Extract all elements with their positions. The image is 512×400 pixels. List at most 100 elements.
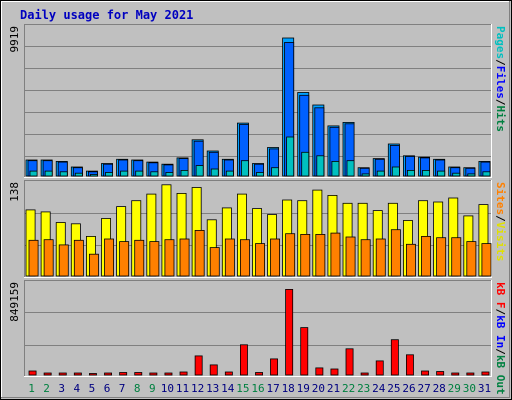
legend-entry: /: [494, 215, 507, 222]
day-label: 5: [89, 382, 96, 395]
bar-sites: [315, 233, 326, 277]
bar-sites: [119, 241, 130, 277]
day-label: 27: [417, 382, 430, 395]
bar-sites: [43, 239, 54, 277]
day-label: 18: [282, 382, 295, 395]
legend-entry: Pages: [494, 26, 507, 59]
bar-sites: [73, 239, 84, 277]
bar-kb-f: [43, 372, 52, 376]
bar-kb-f: [390, 339, 399, 376]
bar-pages: [406, 169, 415, 177]
bar-sites: [224, 238, 235, 277]
bar-sites: [421, 235, 432, 277]
day-label: 20: [312, 382, 325, 395]
bar-kb-f: [285, 288, 294, 376]
bar-pages: [467, 173, 476, 177]
bar-kb-f: [421, 370, 429, 376]
bar-sites: [255, 243, 266, 277]
bar-pages: [135, 170, 144, 177]
bar-kb-f: [375, 360, 384, 376]
side-legend: Pages/Files/Hits: [494, 26, 507, 132]
bar-kb-f: [89, 373, 97, 376]
bar-pages: [29, 170, 38, 177]
bar-pages: [376, 170, 385, 177]
bar-kb-f: [149, 372, 158, 376]
day-label: 25: [387, 382, 400, 395]
bar-sites: [209, 247, 220, 277]
bar-sites: [300, 233, 311, 277]
plot-area: [24, 24, 492, 178]
chart-title: Daily usage for May 2021: [20, 8, 193, 22]
bar-sites: [194, 229, 205, 277]
max-value-label: 9919: [8, 26, 21, 53]
day-label: 22: [342, 382, 355, 395]
bar-sites: [58, 244, 69, 277]
bar-sites: [481, 243, 492, 277]
legend-entry: kB In: [494, 315, 507, 348]
day-label: 1: [28, 382, 35, 395]
bar-sites: [179, 238, 190, 277]
bar-kb-f: [224, 371, 233, 376]
bar-pages: [225, 170, 234, 177]
bar-pages: [120, 170, 129, 177]
legend-entry: Files: [494, 66, 507, 99]
bar-sites: [405, 243, 416, 277]
bar-pages: [240, 160, 249, 177]
bar-pages: [346, 160, 355, 177]
bar-kb-f: [58, 372, 67, 376]
bar-sites: [375, 238, 386, 277]
bar-sites: [134, 239, 145, 277]
bar-pages: [482, 171, 491, 177]
day-label: 19: [297, 382, 310, 395]
bar-pages: [452, 172, 461, 177]
bar-kb-f: [405, 354, 414, 376]
day-label: 15: [236, 382, 249, 395]
legend-entry: /: [494, 99, 507, 106]
bar-pages: [210, 168, 219, 177]
bar-sites: [89, 253, 99, 277]
bar-pages: [301, 151, 310, 177]
bar-kb-f: [330, 368, 339, 376]
bar-sites: [28, 239, 39, 277]
bar-kb-f: [209, 364, 218, 376]
day-label: 7: [119, 382, 126, 395]
max-value-label: 138: [8, 182, 21, 202]
day-label: 9: [149, 382, 156, 395]
bar-pages: [256, 172, 264, 177]
day-label: 14: [221, 382, 235, 395]
bar-kb-f: [164, 372, 173, 376]
legend-entry: kB F: [494, 282, 507, 309]
day-label: 3: [58, 382, 65, 395]
day-label: 12: [191, 382, 204, 395]
bar-kb-f: [345, 348, 354, 376]
legend-entry: Hits: [494, 106, 507, 133]
legend-entry: /: [494, 348, 507, 355]
day-label: 10: [161, 382, 174, 395]
bar-kb-f: [451, 372, 460, 376]
bar-pages: [150, 171, 159, 177]
bar-pages: [195, 165, 204, 177]
bar-kb-f: [255, 372, 263, 376]
day-label: 16: [251, 382, 264, 395]
bar-pages: [422, 169, 430, 177]
legend-entry: /: [494, 309, 507, 316]
bar-sites: [104, 238, 115, 277]
bar-sites: [345, 236, 356, 277]
bar-kb-f: [119, 372, 128, 376]
day-label: 26: [402, 382, 415, 395]
bar-kb-f: [466, 372, 475, 376]
bar-pages: [391, 166, 400, 177]
day-label: 23: [357, 382, 370, 395]
bar-pages: [437, 170, 446, 177]
bar-sites: [466, 241, 477, 277]
bar-pages: [361, 173, 370, 177]
bar-kb-f: [104, 372, 112, 376]
day-label: 17: [266, 382, 279, 395]
max-value-label: 849159: [8, 282, 21, 322]
bar-kb-f: [436, 371, 445, 376]
day-label: 6: [104, 382, 111, 395]
bar-sites: [390, 229, 401, 277]
side-legend: kB F/kB In/kB Out: [494, 282, 507, 395]
